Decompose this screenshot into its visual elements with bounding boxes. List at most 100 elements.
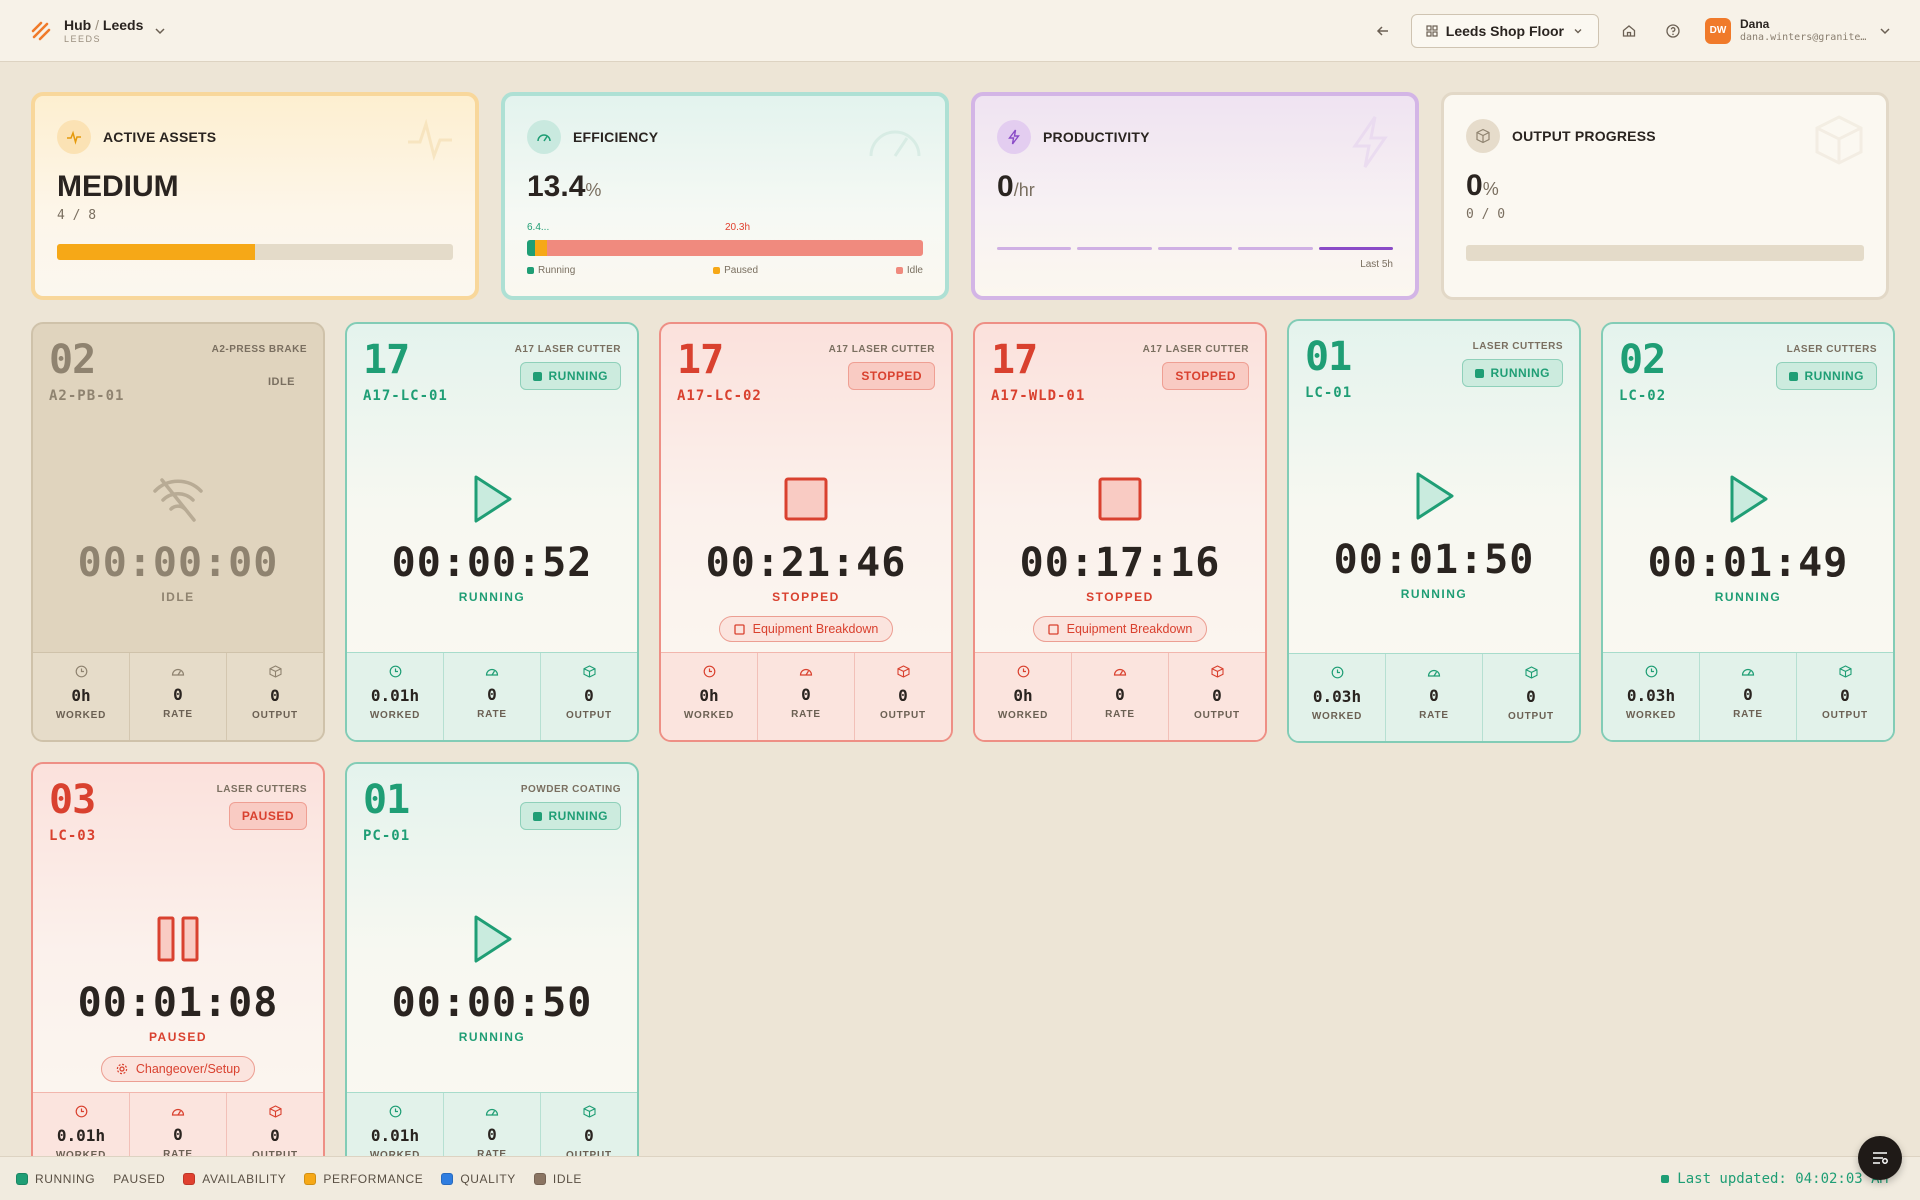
machine-status-text: RUNNING: [458, 1030, 526, 1044]
box-icon: [1815, 115, 1863, 165]
status-dot-icon: [1788, 371, 1798, 381]
productivity-segment-current: [1318, 247, 1394, 250]
stat-rate: 0 RATE: [1386, 654, 1483, 741]
status-badge: PAUSED: [228, 802, 307, 830]
productivity-card[interactable]: PRODUCTIVITY 0/hr Last 5h: [971, 92, 1419, 300]
grid-icon: [1426, 24, 1438, 37]
stat-rate-value: 0: [1115, 685, 1125, 704]
play-icon: [474, 915, 512, 963]
stat-worked: 0h WORKED: [975, 653, 1072, 740]
stat-worked-value: 0h: [71, 686, 91, 705]
stat-rate-value: 0: [801, 685, 811, 704]
user-email: dana.winters@granitep...: [1740, 31, 1870, 43]
stop-reason-badge[interactable]: Equipment Breakdown: [718, 616, 894, 642]
stat-worked-label: WORKED: [683, 710, 735, 721]
stat-worked-value: 0.03h: [1626, 686, 1676, 705]
home-icon[interactable]: [1615, 17, 1643, 45]
stat-worked-label: WORKED: [369, 710, 421, 721]
status-badge-text: RUNNING: [548, 809, 608, 823]
stat-rate-label: RATE: [1419, 710, 1449, 721]
productivity-value-row: 0/hr: [997, 170, 1393, 204]
box-icon: [268, 665, 282, 678]
stat-rate: 0 RATE: [1072, 653, 1169, 740]
settings-fab-button[interactable]: [1858, 1136, 1902, 1180]
play-icon: [474, 475, 512, 523]
active-assets-card[interactable]: ACTIVE ASSETS MEDIUM 4 / 8: [31, 92, 479, 300]
efficiency-card[interactable]: EFFICIENCY 13.4% 6.4... 20.3h Running Pa…: [501, 92, 949, 300]
stat-worked: 0.01h WORKED: [347, 653, 444, 740]
stop-reason-text: Equipment Breakdown: [1066, 622, 1193, 636]
gauge-icon: [1741, 668, 1755, 676]
hub-switcher[interactable]: Hub / Leeds LEEDS: [64, 16, 144, 44]
clock-icon: [703, 665, 715, 678]
active-assets-value: MEDIUM: [57, 170, 179, 203]
machine-timer: 00:00:52: [391, 540, 593, 586]
efficiency-title: EFFICIENCY: [573, 129, 659, 145]
gauge-icon: [171, 1108, 185, 1116]
machine-card-pc-01[interactable]: 01 PC-01 POWDER COATING RUNNING 00:00:50…: [345, 762, 639, 1182]
box-icon: [1466, 119, 1500, 153]
stat-output-value: 0: [1840, 686, 1850, 705]
machine-state-control[interactable]: [156, 904, 200, 974]
productivity-segment: [1238, 247, 1313, 250]
legend-label: QUALITY: [460, 1171, 516, 1186]
machine-card-a2-pb-01[interactable]: 02 A2-PB-01 A2-PRESS BRAKE IDLE 00:00:00…: [31, 322, 325, 742]
efficiency-value-row: 13.4%: [527, 170, 923, 204]
machine-stats: 0.01h WORKED 0 RATE 0 OUTPUT: [347, 652, 637, 740]
gauge-icon: [869, 130, 921, 157]
stat-rate: 0 RATE: [1700, 653, 1797, 740]
stat-output-value: 0: [898, 686, 908, 705]
status-badge-text: RUNNING: [1804, 369, 1864, 383]
machine-state-control[interactable]: [783, 464, 829, 534]
machine-status-text: STOPPED: [772, 590, 840, 604]
gauge-icon: [1427, 669, 1441, 677]
machine-status-text: IDLE: [161, 590, 195, 604]
machine-code: A17-LC-02: [677, 388, 762, 404]
machine-group: POWDER COATING: [520, 784, 621, 795]
status-badge: IDLE: [256, 368, 307, 396]
help-icon[interactable]: [1659, 17, 1687, 45]
user-name: Dana: [1740, 17, 1770, 32]
machine-card-lc-03[interactable]: 03 LC-03 LASER CUTTERS PAUSED 00:01:08 P…: [31, 762, 325, 1182]
machine-state-control[interactable]: [470, 464, 514, 534]
productivity-segment: [1077, 247, 1152, 250]
stat-output-label: OUTPUT: [252, 710, 298, 721]
legend-label: PAUSED: [113, 1171, 166, 1186]
stop-icon: [1098, 477, 1142, 521]
machine-card-a17-lc-02[interactable]: 17 A17-LC-02 A17 LASER CUTTER STOPPED 00…: [659, 322, 953, 742]
machine-state-control[interactable]: [1726, 464, 1770, 534]
stat-output: 0 OUTPUT: [1169, 653, 1265, 740]
machine-card-lc-01[interactable]: 01 LC-01 LASER CUTTERS RUNNING 00:01:50 …: [1287, 319, 1581, 743]
chevron-down-icon[interactable]: [153, 24, 167, 38]
legend-swatch-icon: [441, 1172, 454, 1185]
stat-rate: 0 RATE: [758, 653, 855, 740]
machine-card-lc-02[interactable]: 02 LC-02 LASER CUTTERS RUNNING 00:01:49 …: [1601, 322, 1895, 742]
legend-running: Running: [538, 265, 576, 276]
machine-card-a17-lc-01[interactable]: 17 A17-LC-01 A17 LASER CUTTER RUNNING 00…: [345, 322, 639, 742]
floor-select[interactable]: Leeds Shop Floor: [1410, 13, 1599, 48]
machine-state-control[interactable]: [1412, 461, 1456, 531]
productivity-title: PRODUCTIVITY: [1043, 129, 1150, 145]
clock-icon: [1645, 665, 1657, 678]
legend-swatch-icon: [16, 1172, 28, 1185]
machine-number: 03: [49, 777, 96, 823]
stat-worked: 0.01h WORKED: [347, 1093, 444, 1180]
machine-state-control[interactable]: [1097, 464, 1143, 534]
status-dot-icon: [532, 811, 542, 821]
legend-item: IDLE: [533, 1172, 582, 1186]
stat-output: 0 OUTPUT: [227, 653, 323, 740]
stat-output-value: 0: [584, 686, 594, 705]
legend-item: AVAILABILITY: [183, 1172, 286, 1186]
stat-output: 0 OUTPUT: [227, 1093, 323, 1180]
machine-state-control[interactable]: [470, 904, 514, 974]
user-menu[interactable]: DW Dana dana.winters@granitep...: [1705, 17, 1892, 44]
gauge-icon: [171, 668, 185, 676]
legend-label: AVAILABILITY: [202, 1171, 287, 1186]
status-dot-icon: [1474, 368, 1484, 378]
stop-reason-badge[interactable]: Equipment Breakdown: [1032, 616, 1208, 642]
machine-card-a17-wld-01[interactable]: 17 A17-WLD-01 A17 LASER CUTTER STOPPED 0…: [973, 322, 1267, 742]
stop-reason-badge[interactable]: Changeover/Setup: [100, 1056, 256, 1082]
machine-number: 01: [363, 777, 410, 823]
back-arrow-icon[interactable]: [1369, 17, 1397, 45]
output-progress-card[interactable]: OUTPUT PROGRESS 0% 0 / 0: [1441, 92, 1889, 300]
